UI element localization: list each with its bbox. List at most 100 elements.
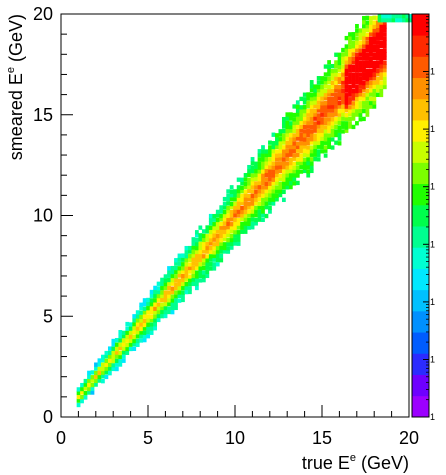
- heatmap-cell: [94, 362, 98, 367]
- heatmap-cell: [257, 213, 262, 218]
- heatmap-cell: [344, 113, 349, 118]
- heatmap-cell: [348, 112, 352, 117]
- heatmap-cell: [405, 14, 410, 19]
- heatmap-cell: [348, 109, 352, 114]
- heatmap-cell: [135, 334, 140, 339]
- heatmap-cell: [375, 60, 380, 66]
- heatmap-cell: [327, 84, 331, 90]
- heatmap-cell: [257, 209, 262, 214]
- heatmap-cell: [327, 72, 331, 77]
- color-scale-label: 1: [430, 124, 435, 134]
- heatmap-cell: [330, 63, 335, 69]
- heatmap-cell: [334, 93, 338, 98]
- heatmap-cell: [101, 354, 105, 360]
- heatmap-cell: [261, 193, 265, 198]
- heatmap-cell: [285, 132, 290, 137]
- heatmap-cell: [94, 370, 98, 376]
- heatmap-cell: [111, 354, 116, 360]
- heatmap-cell: [372, 104, 377, 109]
- heatmap-cell: [111, 366, 116, 372]
- heatmap-cell: [375, 88, 380, 93]
- heatmap-cell: [362, 32, 366, 37]
- heatmap-cell: [362, 92, 366, 98]
- heatmap-cell: [121, 338, 126, 343]
- heatmap-cell: [379, 43, 384, 49]
- heatmap-cell: [372, 72, 377, 77]
- heatmap-cell: [219, 205, 224, 210]
- heatmap-cell: [198, 241, 203, 246]
- heatmap-cell: [226, 241, 231, 247]
- heatmap-cell: [271, 149, 276, 154]
- heatmap-cell: [215, 262, 220, 267]
- heatmap-cell: [215, 225, 220, 230]
- heatmap-cell: [156, 302, 161, 307]
- heatmap-cell: [292, 181, 297, 186]
- heatmap-cell: [288, 157, 293, 162]
- color-scale-segment: [412, 120, 429, 142]
- heatmap-cell: [80, 382, 84, 388]
- heatmap-cell: [118, 342, 123, 347]
- heatmap-cell: [379, 88, 384, 93]
- heatmap-cell: [90, 378, 95, 383]
- heatmap-cell: [107, 346, 112, 351]
- heatmap-cell: [341, 64, 345, 69]
- heatmap-cell: [254, 168, 258, 174]
- heatmap-cell: [222, 205, 227, 210]
- y-axis-title-sup: e: [5, 67, 17, 73]
- heatmap-cell: [125, 334, 130, 340]
- heatmap-cell: [362, 48, 366, 53]
- heatmap-cell: [128, 322, 133, 327]
- heatmap-cell: [358, 64, 363, 70]
- heatmap-cell: [247, 193, 251, 199]
- heatmap-cell: [240, 213, 244, 218]
- heatmap-cell: [271, 177, 276, 182]
- heatmap-cell: [334, 132, 338, 138]
- heatmap-cell: [261, 169, 265, 174]
- heatmap-cell: [142, 337, 147, 343]
- heatmap-cell: [320, 124, 325, 129]
- heatmap-cell: [226, 233, 231, 238]
- heatmap-cell: [229, 225, 234, 230]
- heatmap-cell: [285, 161, 290, 166]
- heatmap-cell: [219, 217, 224, 222]
- heatmap-cell: [177, 269, 182, 274]
- heatmap-cell: [264, 205, 269, 210]
- heatmap-cell: [323, 101, 328, 106]
- heatmap-cell: [201, 241, 206, 247]
- heatmap-cell: [250, 173, 255, 178]
- heatmap-cell: [240, 221, 244, 227]
- heatmap-cell: [275, 141, 279, 146]
- heatmap-cell: [229, 201, 234, 207]
- heatmap-cell: [184, 285, 189, 291]
- heatmap-cell: [87, 374, 91, 380]
- heatmap-cell: [271, 193, 276, 198]
- heatmap-cell: [201, 265, 206, 271]
- heatmap-cell: [341, 80, 345, 85]
- heatmap-cell: [174, 261, 178, 266]
- heatmap-cell: [107, 350, 112, 356]
- heatmap-cell: [375, 27, 380, 33]
- heatmap-cell: [160, 277, 164, 283]
- heatmap-cell: [330, 72, 335, 77]
- heatmap-cell: [285, 120, 290, 125]
- heatmap-cell: [149, 322, 154, 327]
- heatmap-cell: [348, 121, 352, 126]
- heatmap-cell: [212, 266, 217, 271]
- heatmap-cell: [299, 116, 304, 122]
- heatmap-cell: [163, 293, 168, 299]
- heatmap-cell: [191, 269, 196, 274]
- heatmap-cell: [226, 249, 231, 254]
- heatmap-cell: [320, 136, 325, 141]
- heatmap-cell: [250, 213, 255, 218]
- heatmap-cell: [254, 176, 258, 182]
- heatmap-cell: [156, 305, 161, 311]
- heatmap-cell: [375, 68, 380, 74]
- heatmap-cell: [191, 245, 196, 250]
- heatmap-cell: [97, 370, 102, 376]
- heatmap-cell: [292, 168, 297, 174]
- heatmap-cell: [313, 137, 318, 142]
- heatmap-cell: [125, 342, 130, 348]
- heatmap-cell: [261, 201, 265, 206]
- heatmap-cell: [261, 161, 265, 166]
- heatmap-cell: [299, 164, 304, 169]
